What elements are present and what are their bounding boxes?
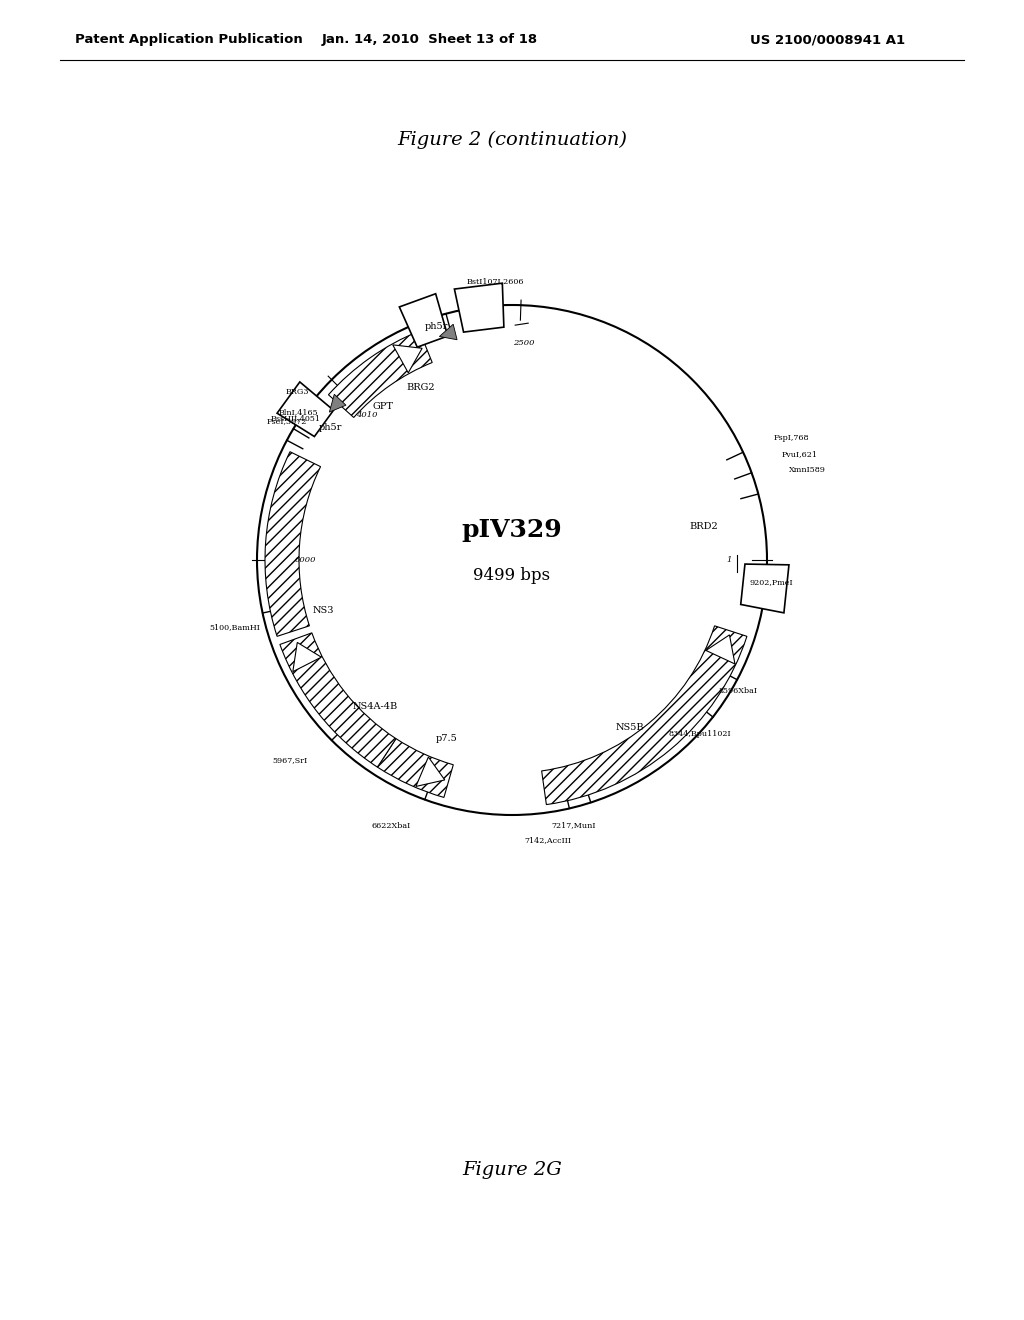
Wedge shape [280, 632, 396, 767]
Polygon shape [399, 294, 447, 347]
Text: Figure 2 (continuation): Figure 2 (continuation) [397, 131, 627, 149]
Text: 7217,MunI: 7217,MunI [551, 821, 595, 829]
Text: ph5r: ph5r [425, 322, 447, 331]
Text: 5967,SrI: 5967,SrI [272, 756, 308, 764]
Text: BstI107I,2606: BstI107I,2606 [467, 277, 524, 285]
Text: PvuI,621: PvuI,621 [782, 450, 818, 458]
Text: 9499 bps: 9499 bps [473, 566, 551, 583]
Text: 5100,BamHI: 5100,BamHI [210, 623, 261, 631]
Text: BlnI,4165: BlnI,4165 [279, 408, 318, 416]
Text: NS3: NS3 [313, 606, 335, 615]
Text: NS5B: NS5B [615, 723, 644, 733]
Text: 8596XbaI: 8596XbaI [719, 686, 758, 694]
Text: XmnI589: XmnI589 [788, 466, 825, 474]
Text: GPT: GPT [373, 403, 394, 412]
Text: Patent Application Publication: Patent Application Publication [75, 33, 303, 46]
Polygon shape [293, 643, 322, 672]
Text: Figure 2G: Figure 2G [462, 1162, 562, 1179]
Wedge shape [329, 331, 432, 417]
Wedge shape [378, 739, 454, 797]
Text: BssHII,4051: BssHII,4051 [271, 414, 321, 422]
Text: 7142,AccIII: 7142,AccIII [524, 836, 571, 843]
Polygon shape [393, 345, 422, 372]
Text: 9202,PmeI: 9202,PmeI [750, 578, 794, 586]
Polygon shape [278, 381, 334, 437]
Text: US 2100/0008941 A1: US 2100/0008941 A1 [750, 33, 905, 46]
Text: ph5r: ph5r [318, 424, 342, 432]
Polygon shape [740, 564, 788, 612]
Text: 8344,Bpu1102I: 8344,Bpu1102I [669, 730, 731, 738]
Polygon shape [416, 756, 444, 787]
Text: 6622XbaI: 6622XbaI [372, 822, 412, 830]
Wedge shape [265, 451, 321, 636]
Text: 6000: 6000 [295, 556, 316, 564]
Text: 4010: 4010 [356, 411, 378, 418]
Text: BRG3: BRG3 [285, 388, 308, 396]
Polygon shape [330, 395, 346, 412]
Text: FspI,768: FspI,768 [774, 434, 809, 442]
Text: 2500: 2500 [513, 339, 535, 347]
Text: pIV329: pIV329 [462, 517, 562, 543]
Text: p7.5: p7.5 [436, 734, 458, 743]
Polygon shape [455, 284, 504, 333]
Polygon shape [706, 635, 735, 664]
Polygon shape [439, 325, 457, 339]
Text: 1: 1 [726, 556, 732, 564]
Text: FseI,3972: FseI,3972 [266, 417, 306, 425]
Text: NS4A-4B: NS4A-4B [353, 702, 398, 710]
Text: Jan. 14, 2010  Sheet 13 of 18: Jan. 14, 2010 Sheet 13 of 18 [322, 33, 538, 46]
Text: BRD2: BRD2 [689, 521, 719, 531]
Text: BRG2: BRG2 [407, 383, 435, 392]
Wedge shape [542, 626, 746, 805]
